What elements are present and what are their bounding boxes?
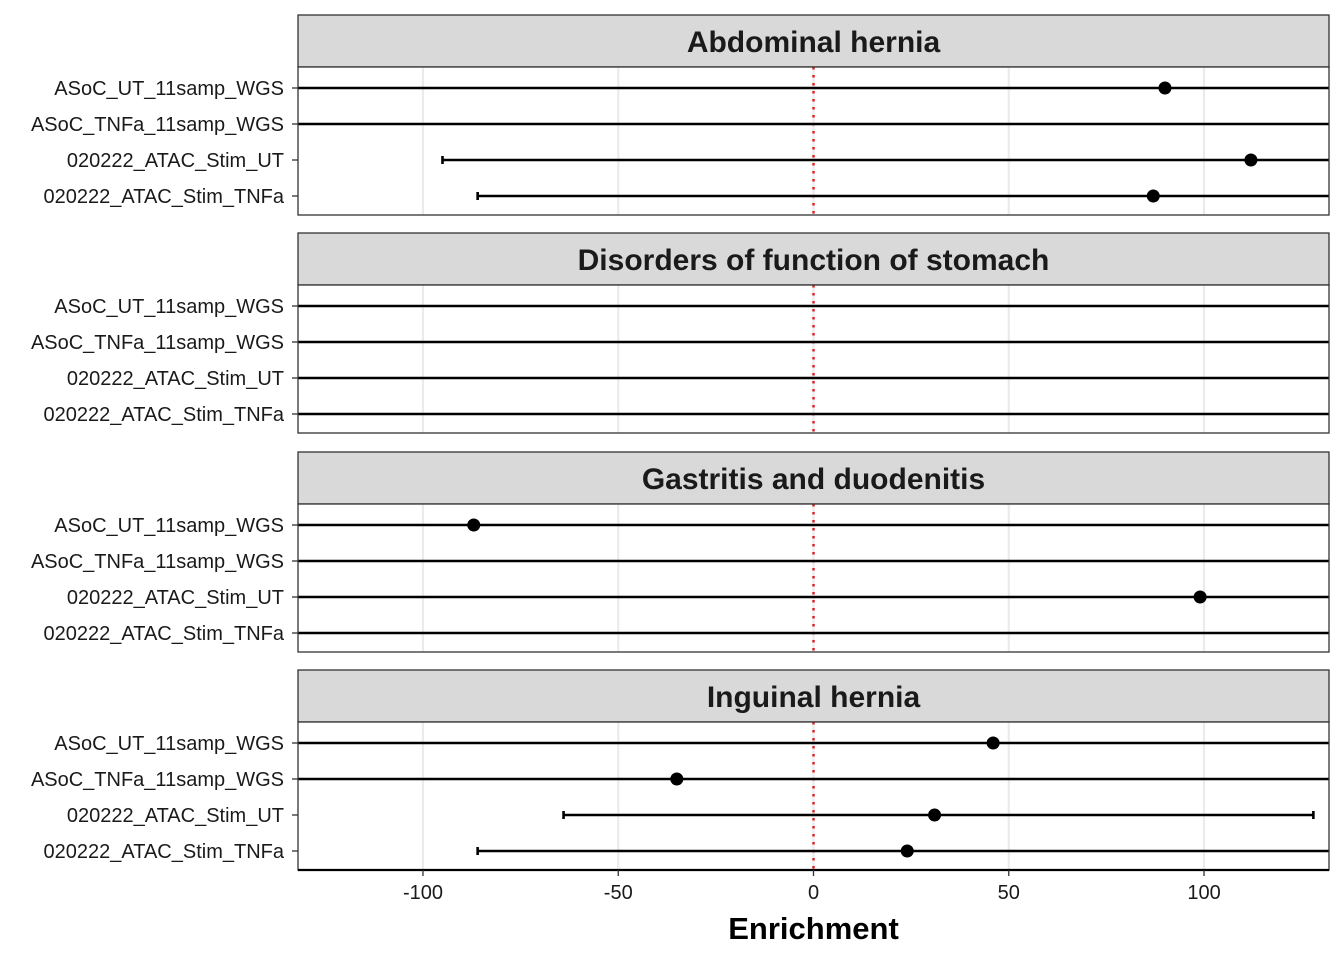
panel-3: Inguinal hernia ASoC_UT_11samp_WGS ASoC_TN… [31,669,1330,871]
panel-2: Gastritis and duodenitis ASoC_UT_11samp_W… [31,451,1330,653]
panel-border [297,503,1330,653]
point-estimate [670,772,684,786]
x-axis-title: Enrichment [728,911,899,946]
row-label: ASoC_TNFa_11samp_WGS [31,551,284,573]
row-label: 020222_ATAC_Stim_UT [67,587,284,609]
point-estimate [1193,590,1207,604]
row-label: ASoC_UT_11samp_WGS [54,733,284,755]
x-tick-label: 50 [998,882,1020,904]
point-estimate [1146,189,1160,203]
x-tick-label: 0 [808,882,819,904]
point-estimate [928,808,942,822]
x-tick-label: -100 [403,882,443,904]
panel-1: Disorders of function of stomach ASoC_UT_… [31,232,1330,434]
row-label: ASoC_UT_11samp_WGS [54,515,284,537]
row-label: 020222_ATAC_Stim_UT [67,368,284,390]
facet-strip [297,14,1330,68]
row-label: 020222_ATAC_Stim_TNFa [44,404,285,426]
facet-title: Abdominal hernia [687,26,941,59]
facet-strip [297,669,1330,723]
point-estimate [986,736,1000,750]
point-estimate [900,844,914,858]
row-label: ASoC_TNFa_11samp_WGS [31,769,284,791]
row-label: 020222_ATAC_Stim_TNFa [44,623,285,645]
row-label: 020222_ATAC_Stim_UT [67,805,284,827]
facet-title: Disorders of function of stomach [578,244,1050,277]
panel-border [297,66,1330,216]
x-tick-label: -50 [604,882,633,904]
row-label: 020222_ATAC_Stim_UT [67,150,284,172]
row-label: ASoC_UT_11samp_WGS [54,78,284,100]
row-label: 020222_ATAC_Stim_TNFa [44,841,285,863]
point-estimate [467,518,481,532]
facet-title: Inguinal hernia [707,681,921,714]
point-estimate [1244,153,1258,167]
row-label: 020222_ATAC_Stim_TNFa [44,186,285,208]
row-label: ASoC_UT_11samp_WGS [54,296,284,318]
facet-title: Gastritis and duodenitis [642,463,985,496]
x-tick-label: 100 [1187,882,1220,904]
point-estimate [1158,81,1172,95]
facet-strip [297,232,1330,286]
row-label: ASoC_TNFa_11samp_WGS [31,114,284,136]
panel-0: Abdominal hernia ASoC_UT_11samp_WGS ASoC_T… [31,14,1330,216]
panel-border [297,284,1330,434]
row-label: ASoC_TNFa_11samp_WGS [31,332,284,354]
facet-strip [297,451,1330,505]
